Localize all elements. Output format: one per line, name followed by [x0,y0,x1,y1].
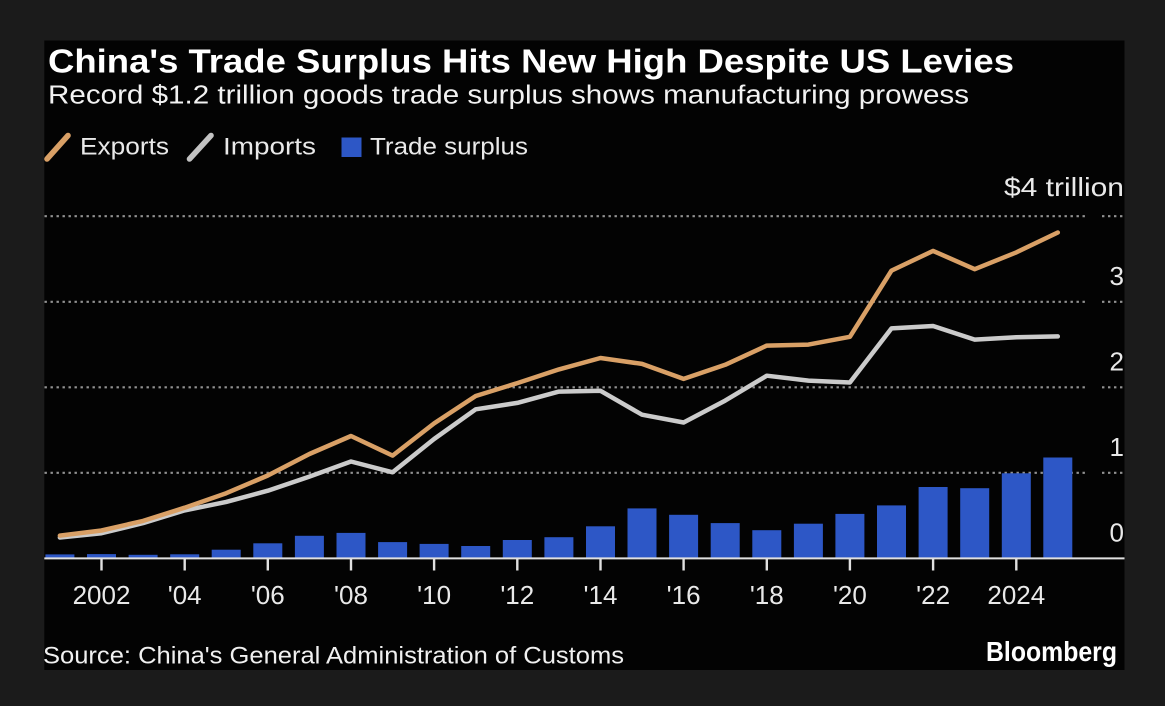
svg-text:3: 3 [1110,261,1124,291]
svg-text:'14: '14 [584,580,618,610]
svg-text:'04: '04 [168,580,202,610]
svg-text:China's Trade Surplus Hits New: China's Trade Surplus Hits New High Desp… [48,44,1014,81]
svg-text:2024: 2024 [987,580,1045,610]
svg-text:Trade surplus: Trade surplus [370,134,528,161]
svg-text:2: 2 [1110,346,1124,376]
svg-text:'20: '20 [833,580,867,610]
svg-text:2002: 2002 [73,580,131,610]
svg-text:'18: '18 [750,580,784,610]
svg-text:Source: China's General Admini: Source: China's General Administration o… [43,643,624,670]
svg-text:'10: '10 [417,580,451,610]
svg-text:'22: '22 [916,580,950,610]
svg-text:'06: '06 [251,580,285,610]
svg-text:Record $1.2 trillion goods tra: Record $1.2 trillion goods trade surplus… [48,82,969,110]
svg-text:0: 0 [1110,517,1124,547]
svg-text:$4 trillion: $4 trillion [1004,172,1124,202]
svg-text:Bloomberg: Bloomberg [986,636,1117,667]
svg-text:Exports: Exports [80,134,169,161]
svg-text:'08: '08 [334,580,368,610]
svg-text:'12: '12 [500,580,534,610]
svg-text:Imports: Imports [223,134,316,161]
svg-text:'16: '16 [667,580,701,610]
svg-text:1: 1 [1110,432,1124,462]
